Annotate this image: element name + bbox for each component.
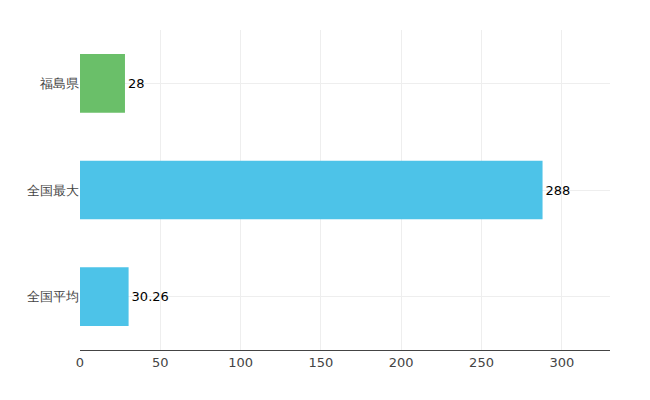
svg-text:300: 300 [549, 355, 574, 370]
svg-text:200: 200 [389, 355, 414, 370]
svg-text:150: 150 [308, 355, 333, 370]
svg-text:福島県: 福島県 [40, 76, 79, 91]
svg-text:250: 250 [469, 355, 494, 370]
svg-text:288: 288 [546, 183, 571, 198]
svg-text:28: 28 [128, 76, 145, 91]
svg-text:0: 0 [76, 355, 84, 370]
svg-text:50: 50 [152, 355, 169, 370]
svg-text:全国平均: 全国平均 [27, 289, 79, 304]
svg-text:30.26: 30.26 [132, 289, 169, 304]
svg-text:100: 100 [228, 355, 253, 370]
svg-text:全国最大: 全国最大 [27, 183, 79, 198]
